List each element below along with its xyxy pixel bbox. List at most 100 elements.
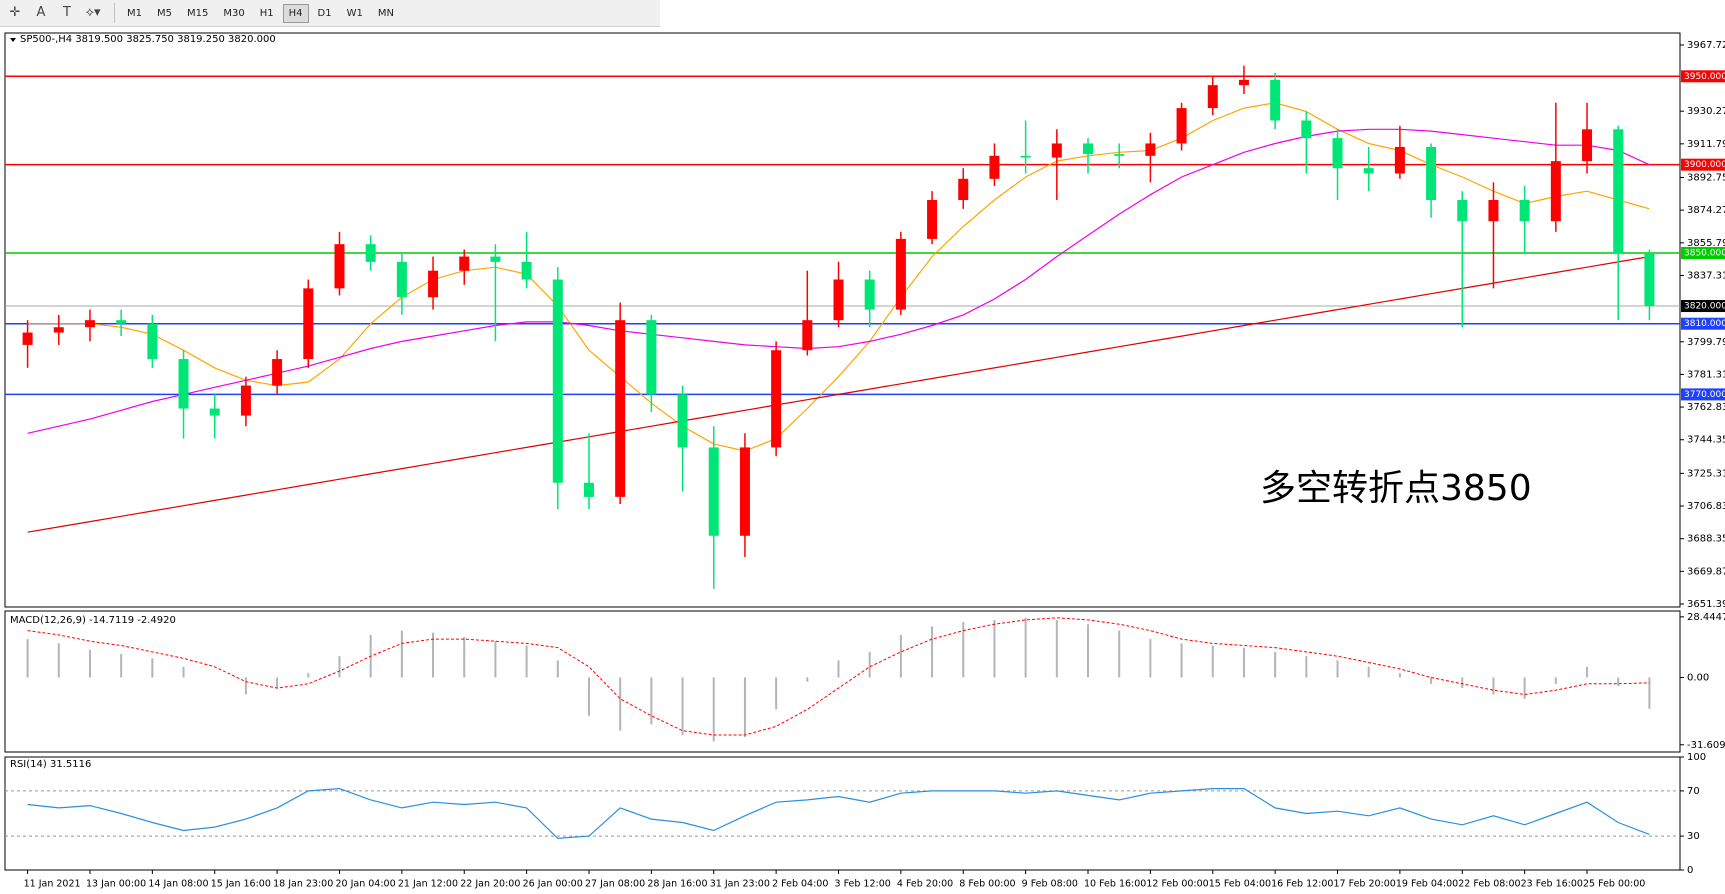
timeframe-button[interactable]: W1 [346,7,363,19]
x-tick-label: 18 Jan 23:00 [273,879,333,890]
y-tick-label: 3706.830 [1687,501,1725,512]
candle-body [646,320,657,395]
y-tick-label: -31.6096 [1687,740,1725,751]
crosshair-icon[interactable]: ✛ [9,5,21,20]
x-tick-label: 12 Feb 00:00 [1146,879,1208,890]
candle-body [116,320,127,324]
candle-body [895,238,906,310]
macd-bar [587,677,590,716]
y-tick-label: 3688.350 [1687,534,1725,545]
y-tick-label: 3651.390 [1687,599,1725,610]
timeframe-button[interactable]: H4 [282,3,309,23]
candle-body [240,385,251,416]
moving-average [27,128,1650,434]
x-tick-label: 22 Jan 20:00 [460,879,520,890]
macd-bar [1367,666,1370,678]
macd-panel [4,610,1681,753]
level-label-bg [1681,70,1725,83]
candle-body [1270,79,1281,121]
macd-bar [1461,677,1464,689]
timeframe-button[interactable]: MN [377,7,394,19]
x-tick-label: 23 Feb 16:00 [1521,879,1583,890]
x-tick-label: 19 Feb 04:00 [1396,879,1458,890]
timeframe-button[interactable]: M15 [187,7,209,19]
timeframe-button[interactable]: M30 [223,7,245,19]
y-tick-label: 3874.270 [1687,205,1725,216]
macd-bar [1398,673,1401,678]
candle-body [739,447,750,536]
macd-bar [463,636,466,678]
x-tick-label: 22 Feb 08:00 [1458,879,1520,890]
x-tick-label: 17 Feb 20:00 [1334,879,1396,890]
macd-bar [1024,617,1027,678]
x-tick-label: 13 Jan 00:00 [86,879,146,890]
x-tick-label: 25 Feb 00:00 [1583,879,1645,890]
x-tick-label: 31 Jan 23:00 [710,879,770,890]
candle-body [958,178,969,201]
timeframe-button[interactable]: M5 [157,7,172,19]
level-label: 3810.000 [1684,319,1725,329]
x-tick-label: 4 Feb 20:00 [897,879,953,890]
macd-signal [27,617,1650,736]
y-tick-label: 3725.310 [1687,468,1725,479]
y-tick-label: 30 [1687,831,1700,842]
timeframe-button[interactable]: D1 [317,7,332,19]
candle-body [1083,143,1094,155]
label-icon[interactable]: T [63,5,71,20]
x-tick-label: 15 Feb 04:00 [1209,879,1271,890]
level-label-bg [1681,388,1725,401]
candle-body [334,244,345,289]
macd-bar [931,626,934,678]
macd-bar [1336,660,1339,678]
symbol-marker [10,38,16,42]
timeframe-button[interactable]: M1 [127,7,142,19]
candle-body [303,288,314,360]
macd-bar [338,656,341,678]
level-label: 3850.000 [1684,249,1725,259]
y-tick-label: 3762.830 [1687,402,1725,413]
macd-bar [1149,639,1152,678]
macd-bar [775,677,778,710]
macd-bar [57,643,60,678]
candle-body [272,359,283,386]
macd-bar [899,634,902,678]
macd-bar [1087,624,1090,678]
shapes-icon[interactable]: ⟡▾ [85,5,101,20]
candle-body [1332,138,1343,169]
candle-body [1457,200,1468,222]
candle-body [927,200,938,239]
x-tick-label: 3 Feb 12:00 [835,879,891,890]
y-tick-label: 3799.790 [1687,337,1725,348]
candle-body [1550,161,1561,222]
macd-bar [1586,666,1589,678]
y-tick-label: 3855.790 [1687,238,1725,249]
rsi-line [27,787,1650,840]
x-tick-label: 14 Jan 08:00 [148,879,208,890]
separator [114,3,115,23]
candle-body [147,323,158,360]
x-tick-label: 16 Feb 12:00 [1271,879,1333,890]
macd-bar [307,673,310,678]
text-icon[interactable]: A [36,5,46,20]
moving-average [27,102,1650,452]
macd-bar [400,630,403,678]
candle-body [1207,85,1218,109]
candle-body [490,256,501,262]
candle-body [428,270,439,298]
level-label-bg [1681,247,1725,260]
candle-body [53,327,64,333]
macd-bar [1305,656,1308,678]
x-tick-label: 11 Jan 2021 [24,879,81,890]
y-tick-label: 3669.870 [1687,566,1725,577]
macd-bar [182,666,185,678]
y-tick-label: 3967.720 [1687,40,1725,51]
macd-bar [1211,645,1214,678]
moving-average [27,256,1650,533]
x-tick-label: 26 Jan 00:00 [523,879,583,890]
macd-bar [650,677,653,725]
candle-body [708,447,719,536]
candle-body [84,320,95,328]
macd-bar [276,677,279,689]
x-tick-label: 9 Feb 08:00 [1022,879,1078,890]
timeframe-button[interactable]: H1 [259,7,274,19]
